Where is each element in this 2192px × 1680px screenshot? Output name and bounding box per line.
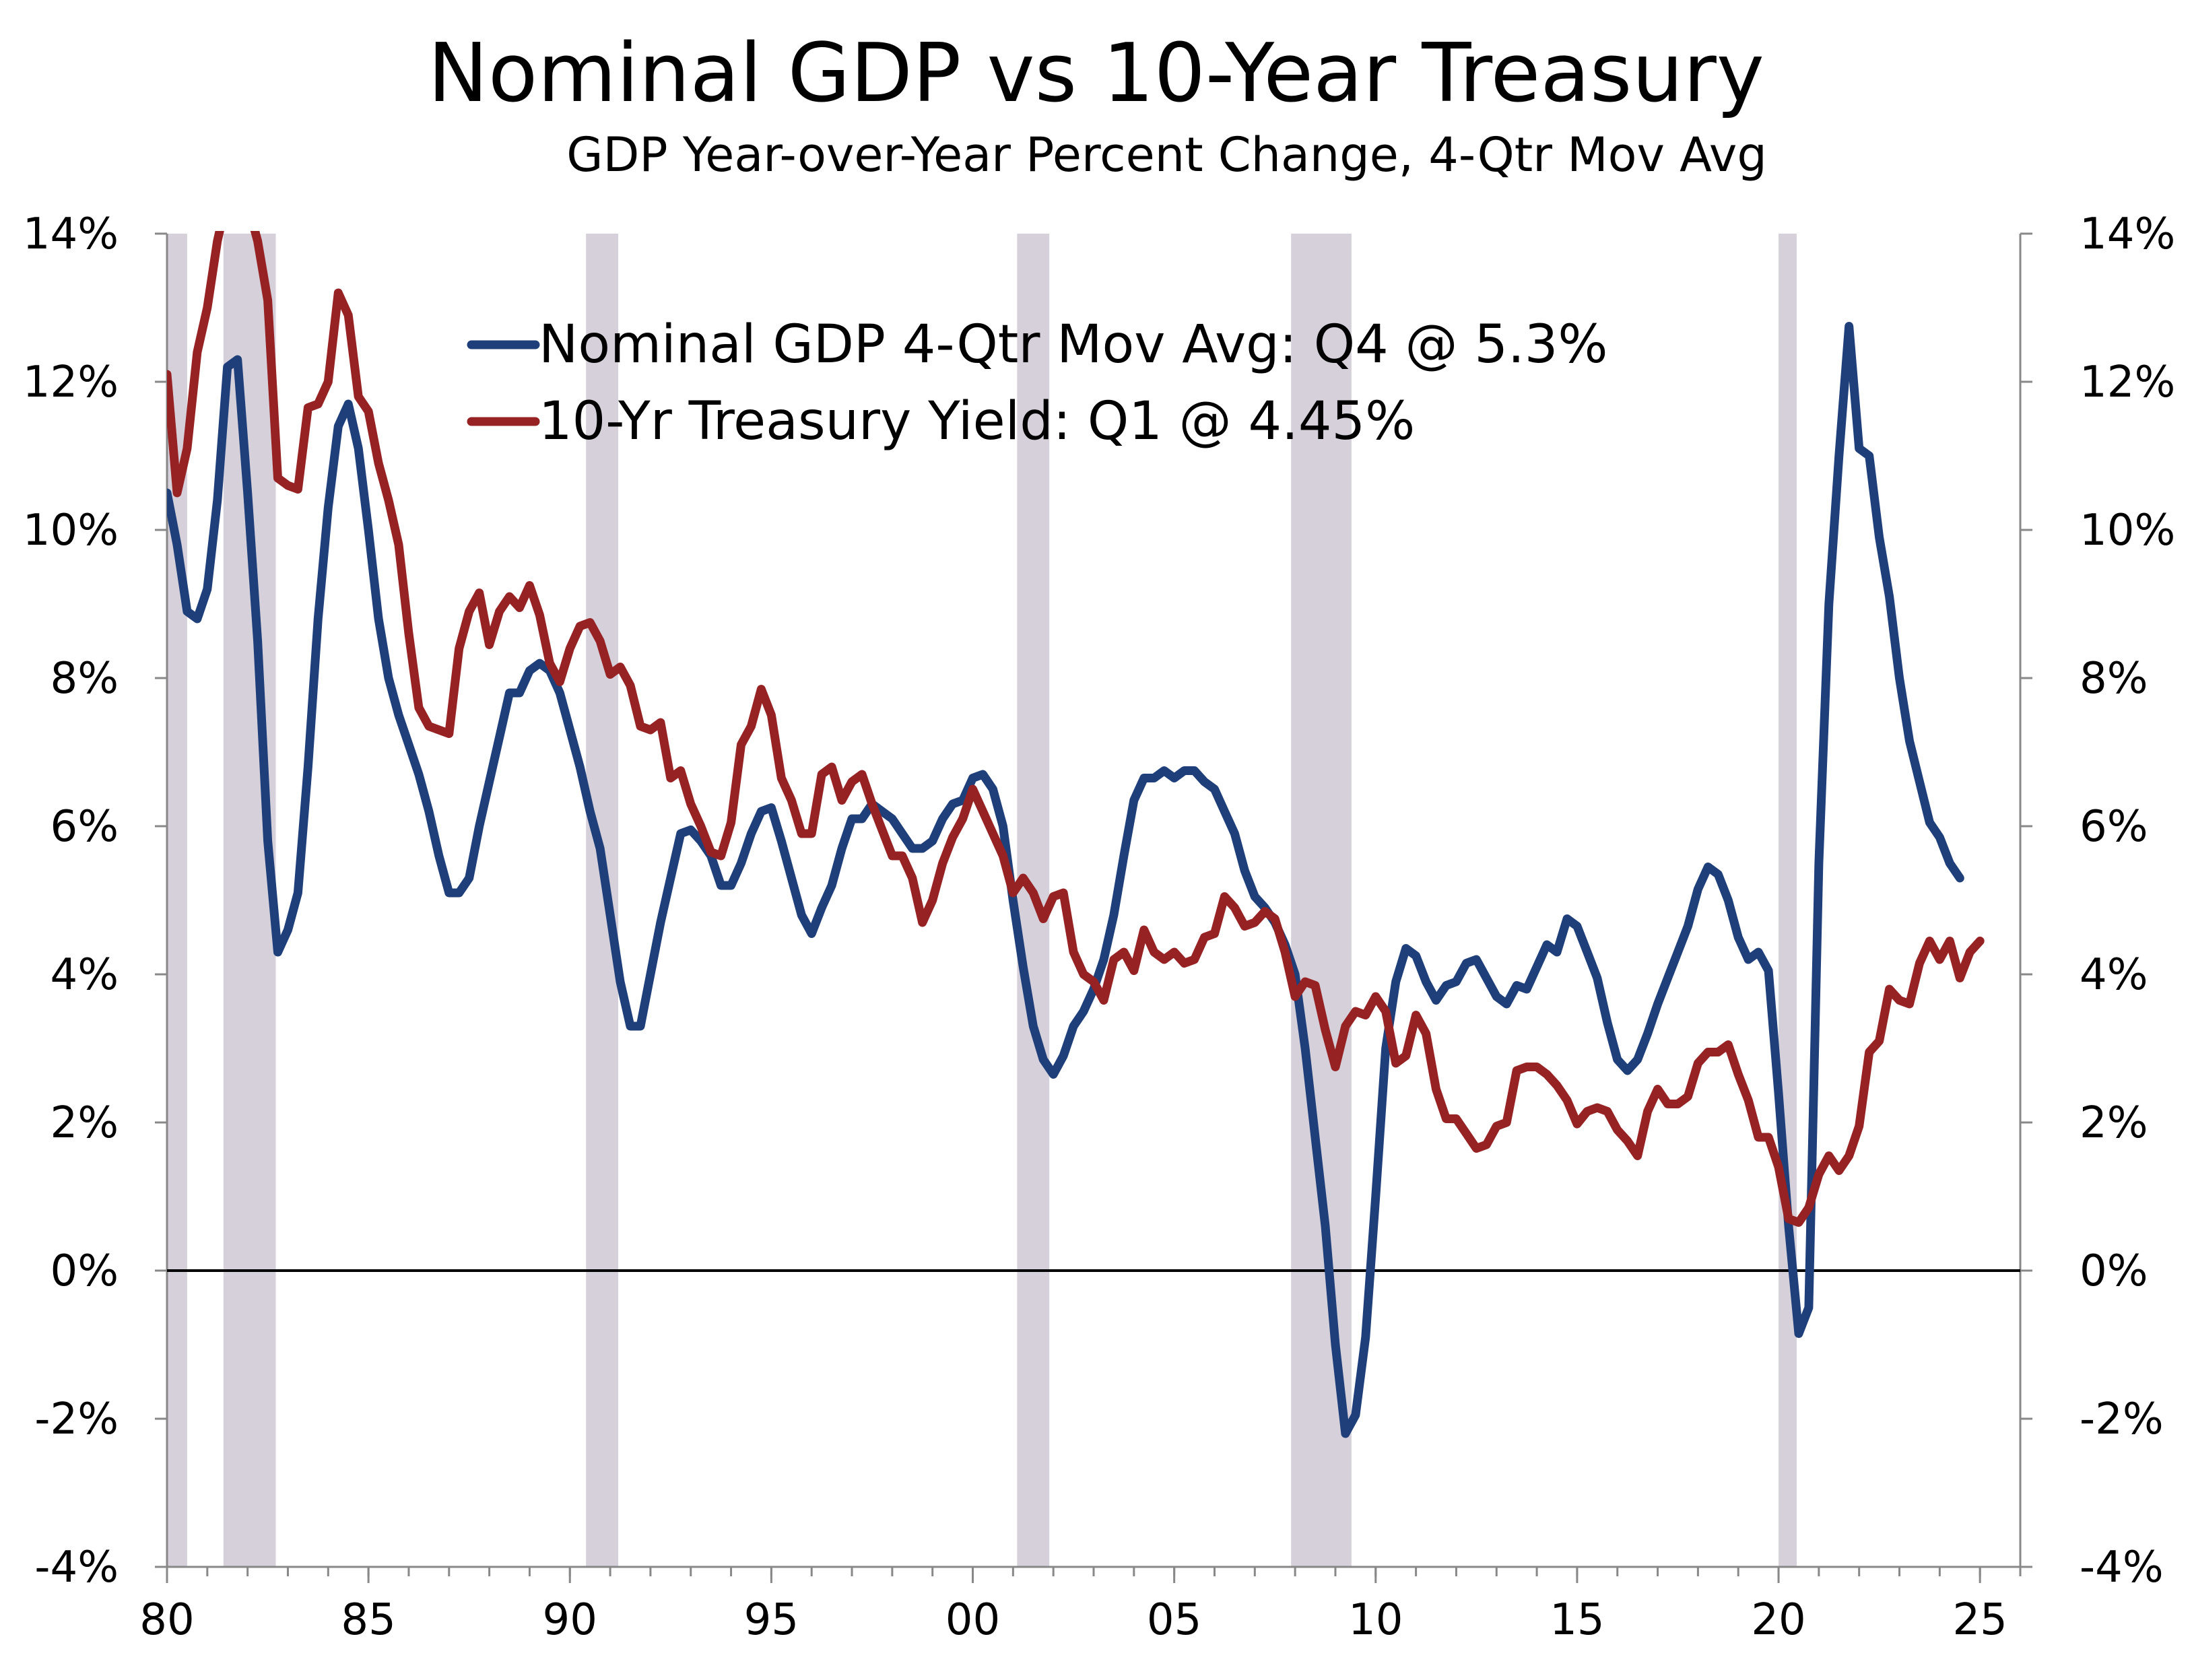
y-tick-label-left: 14% <box>23 209 119 259</box>
chart-title: Nominal GDP vs 10-Year Treasury <box>428 27 1764 121</box>
y-tick-label-left: 0% <box>50 1246 119 1296</box>
y-tick-label-right: 6% <box>2080 802 2148 852</box>
x-tick-label: 90 <box>543 1595 597 1645</box>
y-tick-label-left: 12% <box>23 358 119 407</box>
x-tick-label: 85 <box>341 1595 395 1645</box>
x-tick-label: 25 <box>1952 1595 2007 1645</box>
recession-bar-5 <box>1779 234 1797 1567</box>
legend-label: 10-Yr Treasury Yield: Q1 @ 4.45% <box>539 391 1415 452</box>
x-tick-label: 15 <box>1550 1595 1604 1645</box>
x-tick-label: 95 <box>744 1595 799 1645</box>
y-tick-label-left: -4% <box>34 1543 119 1592</box>
x-tick-label: 05 <box>1147 1595 1201 1645</box>
y-tick-label-left: 10% <box>23 506 119 556</box>
y-tick-label-right: 4% <box>2080 950 2148 1000</box>
y-tick-label-right: 0% <box>2080 1246 2148 1296</box>
tick-labels: -4% -4% -2% -2% 0% 0% 2% 2% 4% 4% 6% 6% 8% 8% 10% 10% 12… <box>23 209 2176 1645</box>
series-lines <box>167 231 1985 1438</box>
series-line-nominal-gdp <box>167 322 1964 1438</box>
x-tick-label: 80 <box>139 1595 194 1645</box>
y-tick-label-right: 8% <box>2080 654 2148 704</box>
y-tick-label-right: -2% <box>2080 1395 2164 1444</box>
chart-axes <box>155 232 2032 1583</box>
y-tick-label-right: 10% <box>2080 506 2175 556</box>
x-tick-label: 00 <box>945 1595 1000 1645</box>
recession-bar-2 <box>586 234 619 1567</box>
y-tick-label-left: -2% <box>34 1395 119 1444</box>
x-tick-label: 20 <box>1751 1595 1805 1645</box>
recession-bar-1 <box>223 234 276 1567</box>
y-tick-label-right: 2% <box>2080 1098 2148 1148</box>
y-tick-label-left: 4% <box>50 950 119 1000</box>
chart-legend: Nominal GDP 4-Qtr Mov Avg: Q4 @ 5.3% 10-Y… <box>467 314 1608 452</box>
legend-label: Nominal GDP 4-Qtr Mov Avg: Q4 @ 5.3% <box>539 314 1608 375</box>
y-tick-label-left: 8% <box>50 654 119 704</box>
y-tick-label-right: -4% <box>2080 1543 2164 1592</box>
y-tick-label-left: 6% <box>50 802 119 852</box>
y-tick-label-left: 2% <box>50 1098 119 1148</box>
recession-shading <box>167 234 1797 1567</box>
x-tick-label: 10 <box>1348 1595 1403 1645</box>
chart-subtitle: GDP Year-over-Year Percent Change, 4-Qtr… <box>566 127 1767 182</box>
recession-bar-4 <box>1291 234 1352 1567</box>
y-tick-label-right: 14% <box>2080 209 2175 259</box>
series-line-10yr-treasury <box>167 231 1985 1227</box>
y-tick-label-right: 12% <box>2080 358 2175 407</box>
